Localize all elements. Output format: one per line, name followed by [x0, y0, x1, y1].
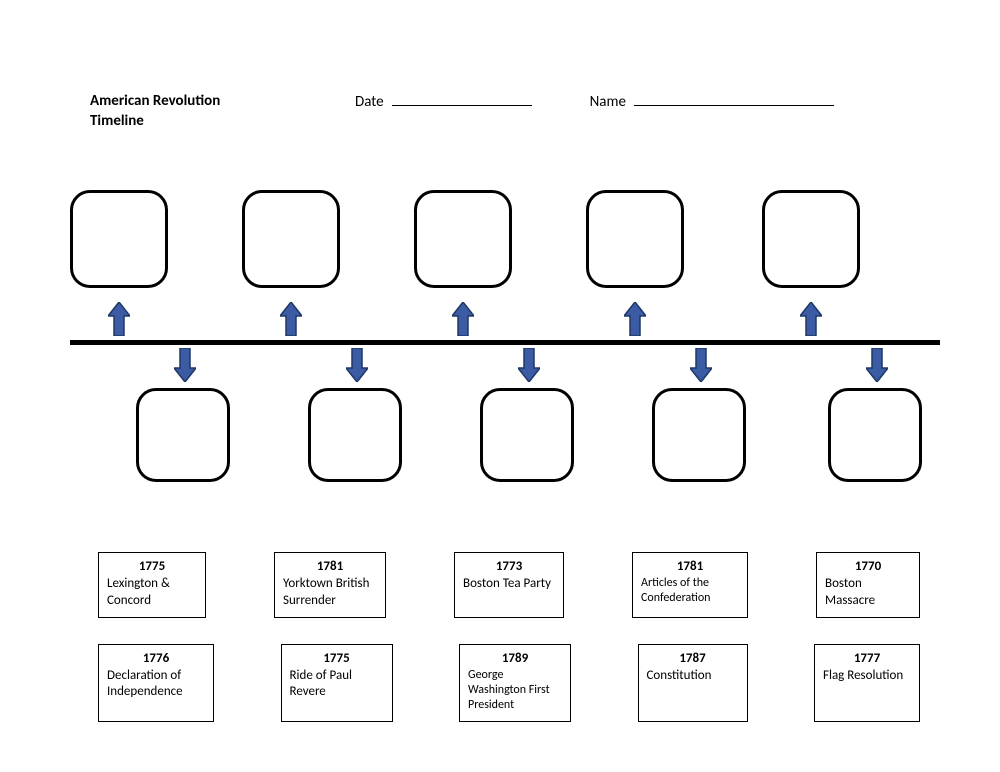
- timeline-box-bottom-1[interactable]: [136, 388, 230, 482]
- event-year: 1773: [463, 559, 555, 575]
- event-card[interactable]: 1781Yorktown British Surrender: [274, 552, 386, 618]
- timeline-box-bottom-2[interactable]: [308, 388, 402, 482]
- timeline-box-bottom-4[interactable]: [652, 388, 746, 482]
- event-year: 1775: [290, 651, 384, 667]
- name-field: Name: [590, 92, 834, 111]
- arrow-up-icon: [452, 302, 474, 336]
- event-text: Articles of the Confederation: [641, 576, 739, 606]
- timeline-diagram: [70, 190, 940, 500]
- event-year: 1789: [468, 651, 562, 667]
- event-year: 1776: [107, 651, 205, 667]
- event-card[interactable]: 1777Flag Resolution: [814, 644, 920, 722]
- worksheet-header: American Revolution Timeline Date Name: [90, 92, 930, 131]
- title-line-2: Timeline: [90, 112, 144, 130]
- arrow-up-icon: [800, 302, 822, 336]
- event-card[interactable]: 1775Lexington & Concord: [98, 552, 206, 618]
- timeline-box-bottom-5[interactable]: [828, 388, 922, 482]
- event-cards-grid: 1775Lexington & Concord1781Yorktown Brit…: [98, 552, 920, 748]
- event-text: Yorktown British Surrender: [283, 576, 377, 609]
- timeline-box-top-3[interactable]: [414, 190, 512, 288]
- arrow-down-icon: [174, 348, 196, 382]
- event-year: 1781: [641, 559, 739, 575]
- arrow-down-icon: [346, 348, 368, 382]
- timeline-box-top-5[interactable]: [762, 190, 860, 288]
- arrow-down-icon: [690, 348, 712, 382]
- event-card[interactable]: 1787Constitution: [638, 644, 748, 722]
- event-text: Boston Tea Party: [463, 576, 555, 592]
- date-label: Date: [355, 93, 384, 111]
- event-row-1: 1775Lexington & Concord1781Yorktown Brit…: [98, 552, 920, 618]
- arrow-down-icon: [518, 348, 540, 382]
- event-text: Ride of Paul Revere: [290, 668, 384, 701]
- event-year: 1775: [107, 559, 197, 575]
- timeline-box-top-4[interactable]: [586, 190, 684, 288]
- event-card[interactable]: 1781Articles of the Confederation: [632, 552, 748, 618]
- arrow-down-icon: [866, 348, 888, 382]
- event-card[interactable]: 1776Declaration of Independence: [98, 644, 214, 722]
- name-blank-line[interactable]: [634, 92, 834, 106]
- timeline-box-top-1[interactable]: [70, 190, 168, 288]
- date-blank-line[interactable]: [392, 92, 532, 106]
- timeline-box-bottom-3[interactable]: [480, 388, 574, 482]
- event-year: 1777: [823, 651, 911, 667]
- event-text: Flag Resolution: [823, 668, 911, 684]
- arrow-up-icon: [624, 302, 646, 336]
- title-line-1: American Revolution: [90, 92, 220, 110]
- event-text: Declaration of Independence: [107, 668, 205, 701]
- event-year: 1787: [647, 651, 739, 667]
- event-card[interactable]: 1775Ride of Paul Revere: [281, 644, 393, 722]
- event-text: Lexington & Concord: [107, 576, 197, 609]
- arrow-up-icon: [280, 302, 302, 336]
- event-text: Constitution: [647, 668, 739, 684]
- event-card[interactable]: 1770Boston Massacre: [816, 552, 920, 618]
- event-row-2: 1776Declaration of Independence 1775Ride …: [98, 644, 920, 722]
- worksheet-title: American Revolution Timeline: [90, 92, 270, 131]
- arrow-up-icon: [108, 302, 130, 336]
- name-label: Name: [590, 93, 626, 111]
- event-card[interactable]: 1773Boston Tea Party: [454, 552, 564, 618]
- event-card[interactable]: 1789George Washington First President: [459, 644, 571, 722]
- event-year: 1781: [283, 559, 377, 575]
- event-text: George Washington First President: [468, 668, 562, 713]
- event-text: Boston Massacre: [825, 576, 911, 609]
- date-field: Date: [355, 92, 532, 111]
- timeline-axis: [70, 340, 940, 345]
- event-year: 1770: [825, 559, 911, 575]
- timeline-box-top-2[interactable]: [242, 190, 340, 288]
